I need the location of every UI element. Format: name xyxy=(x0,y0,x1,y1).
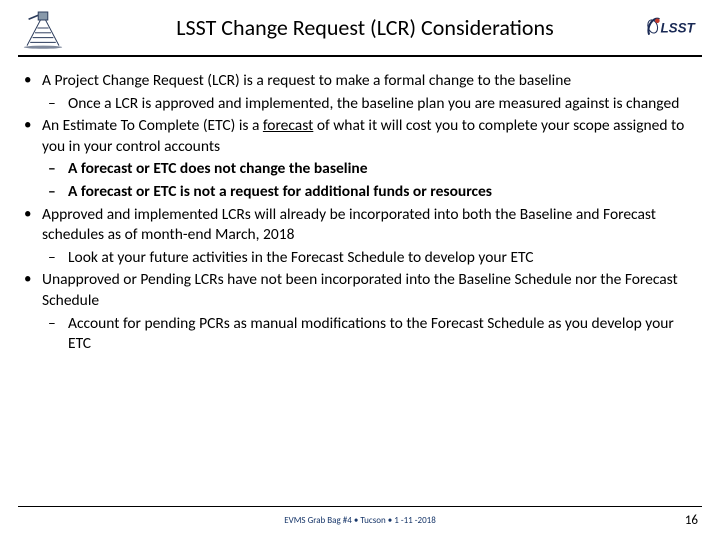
footer-text: EVMS Grab Bag #4 • Tucson • 1 -11 -2018 xyxy=(48,515,672,526)
header-divider xyxy=(18,55,702,57)
sub-list: Look at your future activities in the Fo… xyxy=(42,248,700,269)
list-item: Once a LCR is approved and implemented, … xyxy=(42,94,700,115)
sub-text: Account for pending PCRs as manual modif… xyxy=(68,314,674,354)
list-item: Account for pending PCRs as manual modif… xyxy=(42,314,700,355)
sub-list: Once a LCR is approved and implemented, … xyxy=(42,94,700,115)
sub-list: A forecast or ETC does not change the ba… xyxy=(42,159,700,202)
lsst-logo-icon: LSST xyxy=(646,7,708,49)
list-item: Look at your future activities in the Fo… xyxy=(42,248,700,269)
list-item: A forecast or ETC does not change the ba… xyxy=(42,159,700,180)
bullet-text: A Project Change Request (LCR) is a requ… xyxy=(42,71,571,90)
bullet-text: Approved and implemented LCRs will alrea… xyxy=(42,205,656,245)
sub-text: A forecast or ETC does not change the ba… xyxy=(68,159,368,178)
list-item: A forecast or ETC is not a request for a… xyxy=(42,182,700,203)
telescope-logo-icon xyxy=(12,7,74,49)
slide-body: A Project Change Request (LCR) is a requ… xyxy=(0,61,720,355)
sub-list: Account for pending PCRs as manual modif… xyxy=(42,314,700,355)
footer-divider xyxy=(18,506,702,507)
sub-text: Once a LCR is approved and implemented, … xyxy=(68,94,679,113)
bullet-text-prefix: An Estimate To Complete (ETC) is a xyxy=(42,116,263,135)
bullet-text-underlined: forecast xyxy=(263,116,313,135)
slide-footer: EVMS Grab Bag #4 • Tucson • 1 -11 -2018 … xyxy=(0,506,720,530)
sub-text: A forecast or ETC is not a request for a… xyxy=(68,182,492,201)
footer-row: EVMS Grab Bag #4 • Tucson • 1 -11 -2018 … xyxy=(0,513,720,528)
bullet-text: Unapproved or Pending LCRs have not been… xyxy=(42,270,678,310)
list-item: Unapproved or Pending LCRs have not been… xyxy=(20,270,700,354)
sub-text: Look at your future activities in the Fo… xyxy=(68,248,534,267)
list-item: Approved and implemented LCRs will alrea… xyxy=(20,205,700,269)
list-item: An Estimate To Complete (ETC) is a forec… xyxy=(20,116,700,202)
page-number: 16 xyxy=(672,513,698,528)
slide-header: LSST Change Request (LCR) Considerations… xyxy=(0,0,720,55)
slide: LSST Change Request (LCR) Considerations… xyxy=(0,0,720,540)
bullet-list: A Project Change Request (LCR) is a requ… xyxy=(20,71,700,355)
slide-title: LSST Change Request (LCR) Considerations xyxy=(84,14,646,41)
svg-text:LSST: LSST xyxy=(660,20,696,35)
list-item: A Project Change Request (LCR) is a requ… xyxy=(20,71,700,114)
